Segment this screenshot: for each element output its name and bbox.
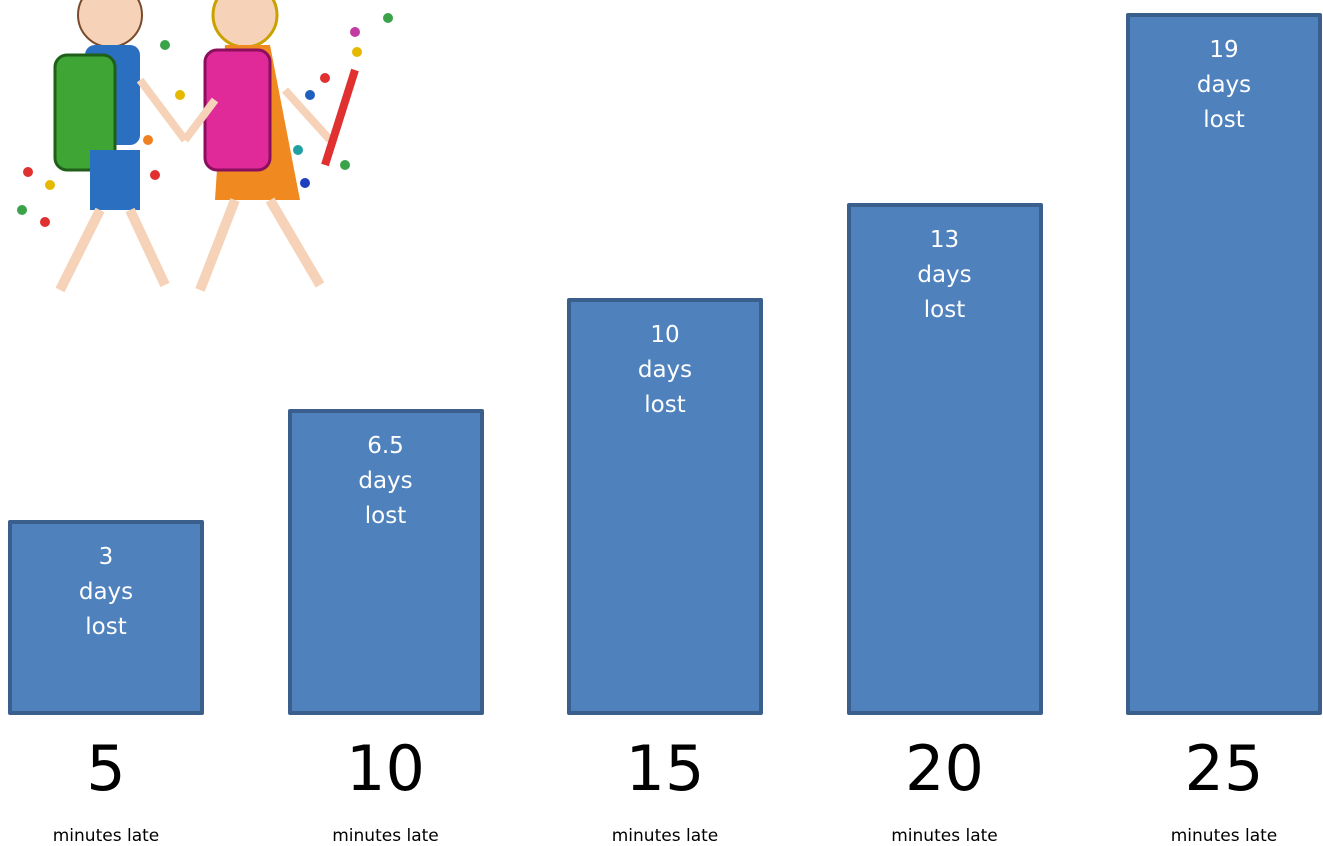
bar: 10 days lost — [567, 298, 763, 715]
x-sublabel: minutes late — [611, 826, 719, 846]
bar: 3 days lost — [8, 519, 204, 715]
data-label: 3 days lost — [78, 543, 134, 640]
data-label: 10 days lost — [637, 322, 693, 418]
data-label: 19 days lost — [1196, 36, 1252, 133]
x-tick-label: 10 — [346, 732, 425, 805]
confetti — [17, 13, 393, 227]
bar: 6.5 days lost — [287, 408, 484, 715]
data-label: 13 days lost — [917, 226, 972, 323]
x-sublabel: minutes late — [332, 826, 439, 846]
data-label: 6.5 days lost — [358, 432, 413, 529]
x-sublabel: minutes late — [52, 826, 160, 846]
x-tick-label: 25 — [1184, 732, 1264, 805]
x-tick-label: 5 — [86, 732, 126, 805]
bar: 19 days lost — [1126, 12, 1322, 715]
boy — [53, 0, 189, 293]
x-sublabel: minutes late — [891, 826, 998, 846]
x-sublabel: minutes late — [1170, 826, 1278, 846]
girl — [181, 0, 359, 292]
illustration — [17, 0, 393, 293]
x-tick-label: 20 — [905, 732, 984, 805]
bar: 13 days lost — [846, 202, 1043, 715]
x-tick-label: 15 — [625, 732, 705, 805]
